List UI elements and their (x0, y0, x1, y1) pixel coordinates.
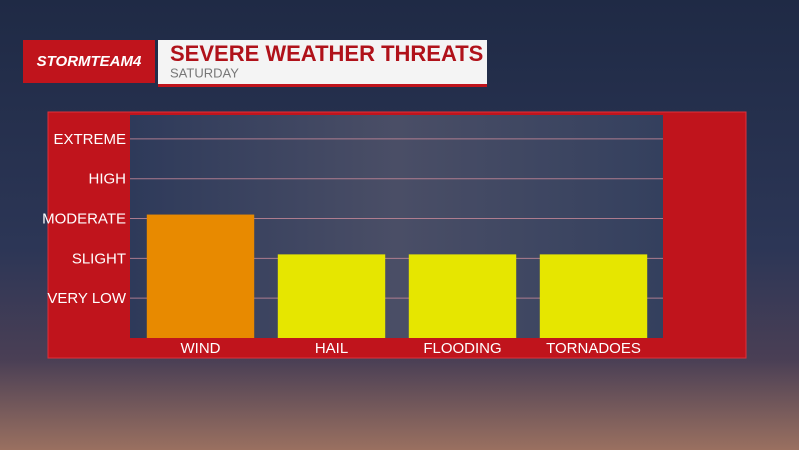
title-box (158, 40, 487, 84)
chart-subtitle: SATURDAY (170, 65, 239, 80)
chart-title: SEVERE WEATHER THREATS (170, 41, 483, 66)
title-underline (158, 84, 487, 87)
x-tick-label: TORNADOES (546, 340, 641, 357)
y-tick-label: VERY LOW (47, 290, 126, 307)
x-tick-label: HAIL (315, 340, 348, 357)
bar (539, 254, 648, 338)
brand: STORMTEAM4 (37, 53, 142, 70)
bar (408, 254, 517, 338)
x-tick-label: FLOODING (423, 340, 501, 357)
brand-box (23, 40, 155, 83)
y-tick-label: SLIGHT (72, 250, 126, 267)
y-tick-label: EXTREME (53, 131, 126, 148)
bar (277, 254, 386, 338)
y-tick-label: MODERATE (42, 211, 126, 228)
y-tick-label: HIGH (89, 171, 127, 188)
bar (146, 214, 255, 338)
x-tick-label: WIND (181, 340, 221, 357)
